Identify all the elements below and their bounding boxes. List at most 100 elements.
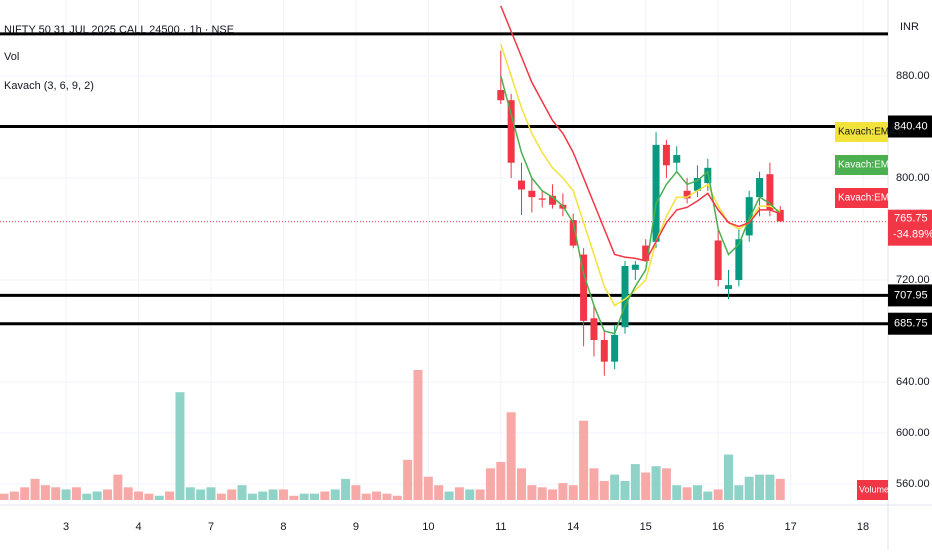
y-tick-label: 560.00: [896, 478, 930, 490]
volume-bar: [278, 489, 288, 500]
candle-body: [549, 195, 557, 205]
volume-bar: [382, 493, 392, 500]
candle-body: [497, 90, 505, 101]
candle-body: [580, 254, 588, 321]
ema-tag-label: Kavach:EMA 3: [838, 160, 904, 171]
candle-body: [745, 197, 753, 236]
price-box-label: 707.95: [894, 289, 928, 301]
candle-body: [693, 178, 701, 191]
price-box: [888, 312, 932, 335]
candle-body: [766, 174, 774, 210]
volume-bar: [268, 489, 278, 500]
volume-bar: [20, 487, 30, 500]
volume-bar: [661, 468, 671, 500]
ema-line: [500, 5, 781, 262]
volume-bar: [517, 468, 526, 500]
candle-body: [725, 285, 732, 289]
volume-bar: [537, 487, 547, 500]
symbol-title: NIFTY 50 31 JUL 2025 CALL 24500 · 1h · N…: [4, 24, 234, 36]
volume-bar: [299, 493, 309, 500]
volume-bar: [320, 491, 330, 500]
volume-bar: [113, 474, 123, 500]
price-box-label: 685.75: [894, 318, 928, 330]
volume-bar: [724, 454, 733, 500]
candle-body: [528, 190, 536, 198]
volume-bar: [227, 489, 237, 500]
volume-bar: [372, 491, 382, 500]
candle-body: [600, 339, 608, 362]
candle-body: [621, 266, 629, 328]
volume-bar: [630, 464, 640, 500]
volume-bar: [134, 491, 144, 500]
volume-bar: [558, 483, 568, 500]
x-tick-label: 10: [422, 521, 434, 533]
volume-bar: [61, 489, 71, 500]
candle-body: [518, 180, 525, 190]
volume-bar: [744, 476, 754, 500]
candle-body: [652, 144, 660, 242]
candle-body: [507, 100, 515, 163]
volume-bar: [82, 493, 92, 500]
volume-bar: [403, 459, 413, 500]
volume-bar: [40, 485, 50, 500]
volume-bar: [71, 487, 81, 500]
x-tick-label: 7: [208, 521, 214, 533]
volume-bar: [682, 487, 692, 500]
volume-bar: [610, 474, 620, 500]
x-tick-label: 4: [135, 521, 141, 533]
volume-bar: [289, 495, 299, 500]
volume-bar: [568, 485, 578, 500]
candle-body: [590, 318, 598, 340]
volume-bar: [651, 466, 661, 500]
volume-bar: [423, 476, 433, 500]
volume-bar: [144, 493, 154, 500]
volume-bar: [454, 487, 464, 500]
volume-bar: [30, 478, 40, 500]
candle-body: [538, 198, 546, 200]
x-tick-label: 18: [857, 521, 869, 533]
volume-bar: [713, 489, 723, 500]
volume-bar: [589, 468, 599, 500]
volume-bar: [579, 420, 589, 500]
candle-body: [776, 209, 784, 222]
candle-body: [642, 245, 650, 261]
x-tick-label: 16: [712, 521, 724, 533]
volume-bar: [165, 491, 175, 500]
x-tick-label: 3: [63, 521, 69, 533]
y-tick-label: 800.00: [896, 172, 930, 184]
y-tick-label: 600.00: [896, 427, 930, 439]
volume-bar: [92, 491, 102, 500]
x-tick-label: 9: [353, 521, 359, 533]
ema-tag: [835, 188, 888, 208]
volume-bar: [755, 474, 765, 500]
volume-bar: [123, 487, 133, 500]
volume-bar: [103, 489, 112, 500]
volume-bar: [9, 491, 19, 500]
last-price-box: [888, 209, 932, 246]
price-box-label: 840.40: [894, 120, 928, 132]
volume-bar: [247, 493, 257, 500]
candle-body: [714, 240, 722, 281]
volume-bar: [465, 489, 475, 500]
ema-tag-label: Kavach:EMA 9: [838, 193, 904, 204]
volume-bar: [599, 480, 609, 500]
volume-bar: [196, 489, 206, 500]
ema-tag: [835, 122, 888, 142]
x-tick-label: 14: [567, 521, 579, 533]
volume-bar: [548, 489, 558, 500]
currency: INR: [900, 21, 919, 33]
volume-bar: [434, 485, 444, 500]
x-tick-label: 11: [495, 521, 506, 533]
volume-bar: [475, 489, 485, 500]
volume-bar: [620, 480, 630, 500]
volume-bar: [175, 392, 185, 500]
volume-bar: [413, 370, 423, 500]
volume-bar: [692, 485, 702, 500]
y-tick-label: 640.00: [896, 376, 930, 388]
volume-bar: [237, 485, 247, 500]
candle-body: [683, 190, 691, 199]
candle-body: [756, 178, 764, 198]
volume-bar: [310, 493, 319, 500]
